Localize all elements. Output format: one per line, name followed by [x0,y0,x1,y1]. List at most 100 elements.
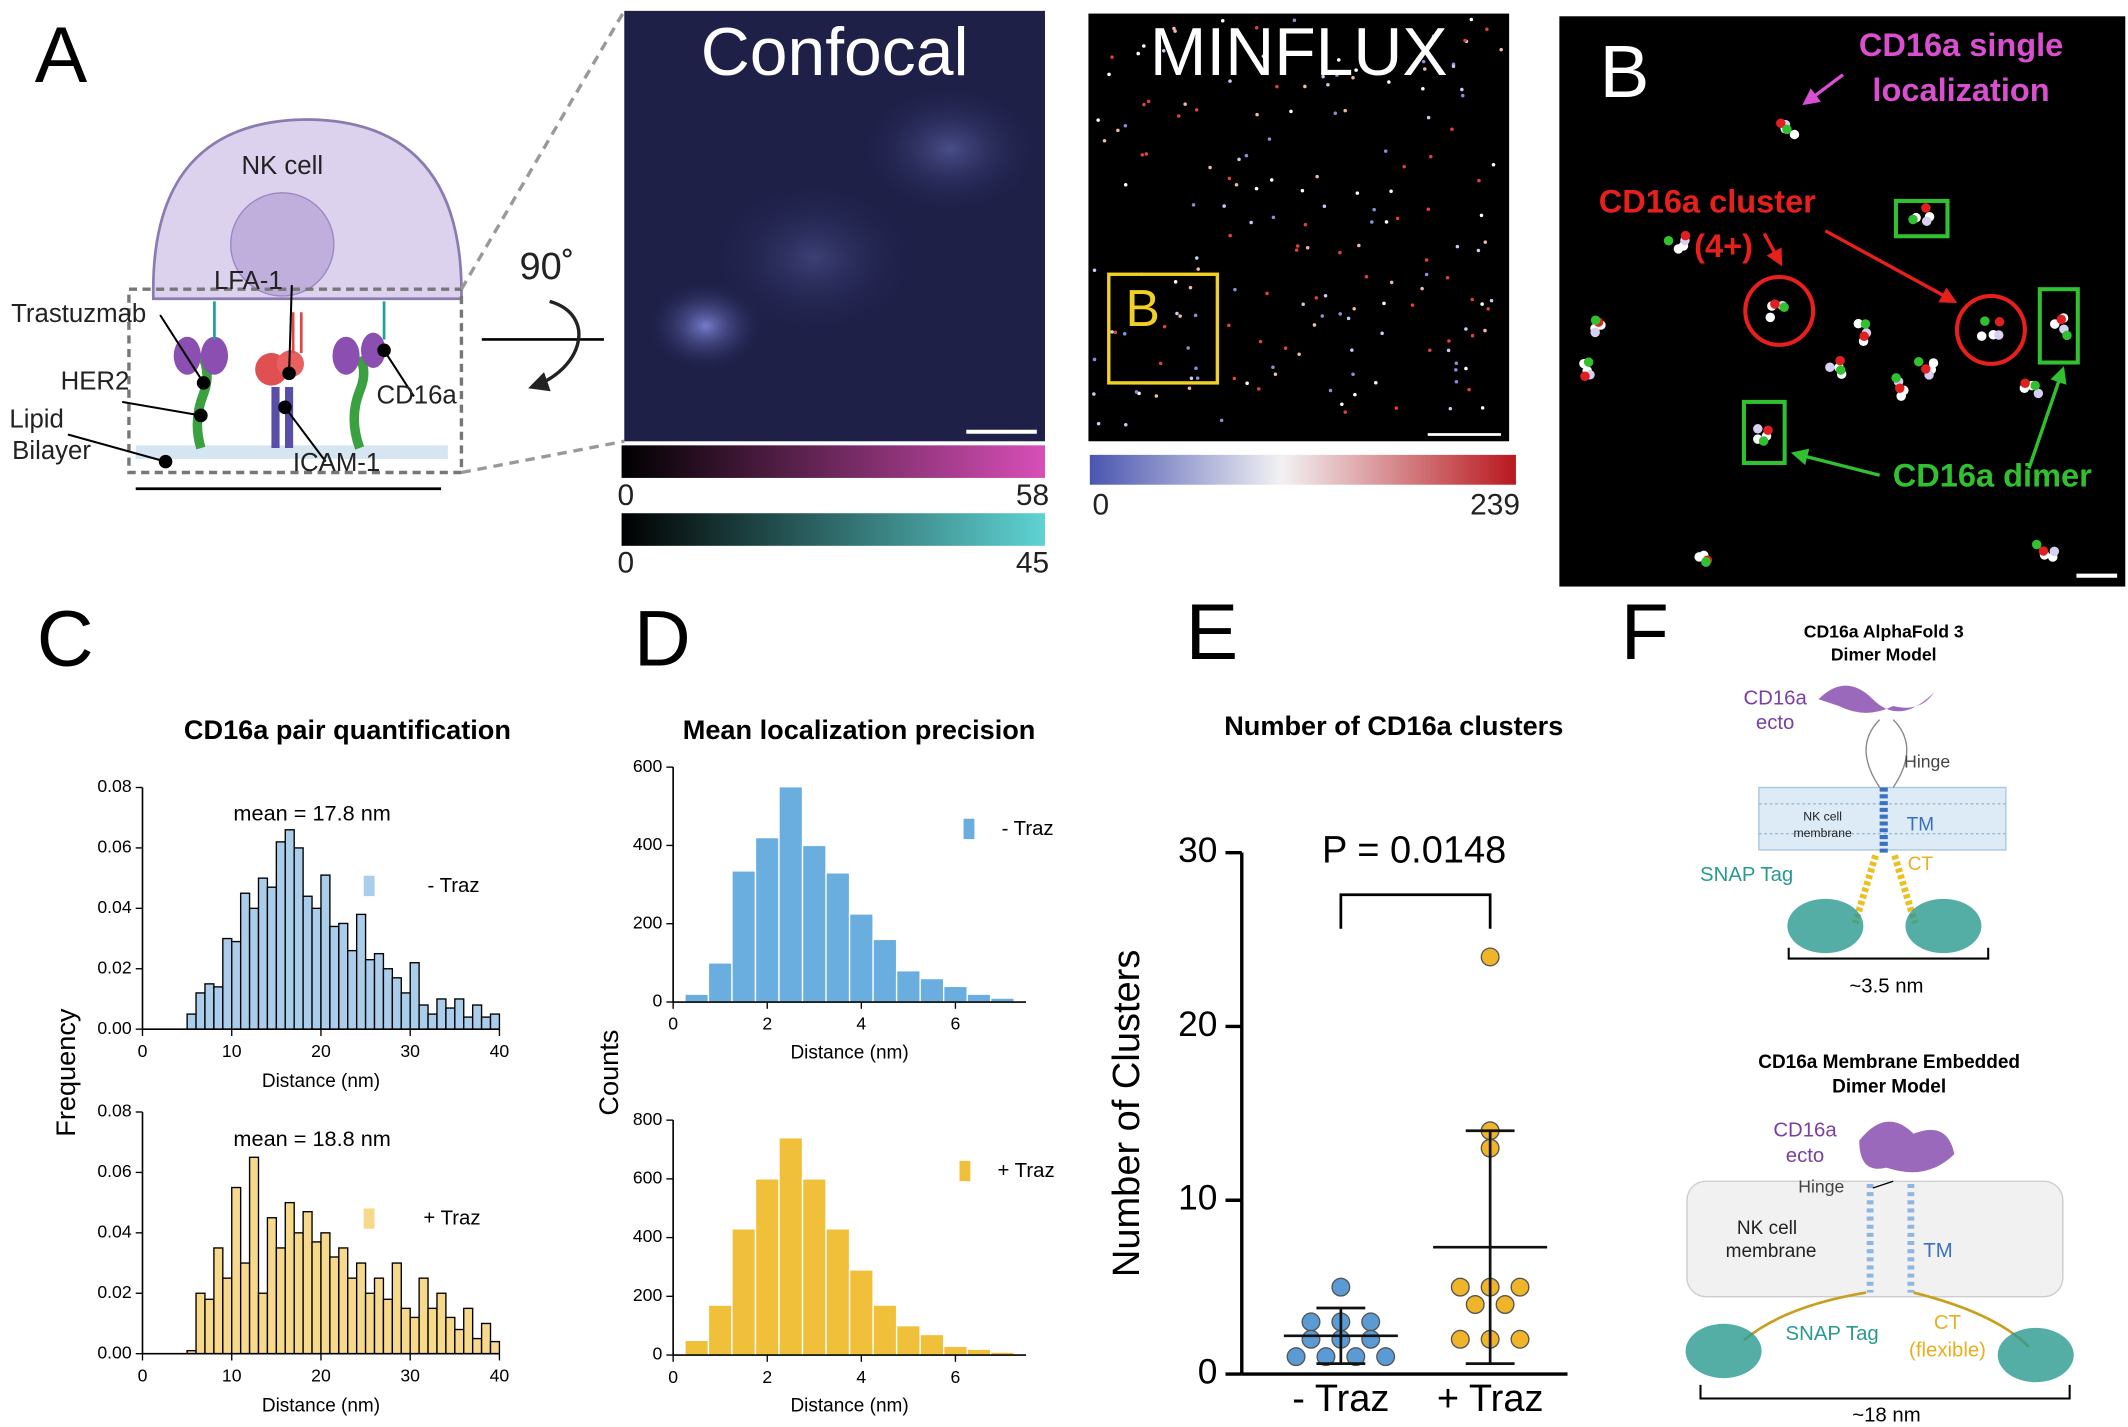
localization-dot [1499,47,1503,52]
data-point [1301,1312,1321,1332]
bar [213,986,224,1030]
bar [248,1156,260,1355]
localization-dot [1275,84,1279,89]
bar [418,1004,429,1030]
localization-dot [1323,293,1328,298]
localization-dot [1305,245,1310,250]
data-point [1361,1329,1381,1349]
bar [266,886,278,1030]
localization-dot [1343,410,1348,414]
y-tick-label: 0.02 [97,1282,131,1302]
bilayer-label: Bilayer [12,437,91,465]
y-tick-label: 0.00 [97,1342,131,1362]
bar [754,1178,780,1356]
localization-dot [1921,364,1931,374]
x-tick-label: 2 [762,1367,772,1387]
bar [204,1298,215,1355]
image-title: Confocal [701,15,969,90]
bar [463,1016,474,1030]
model-label: Hinge [1798,1177,1844,1197]
localization-dot [1228,79,1232,83]
bar [355,913,367,1030]
bar [409,1316,420,1355]
localization-dot [1337,58,1341,62]
localization-dot [1289,109,1293,114]
bar [942,985,968,1003]
y-tick-label: 0.08 [97,776,131,796]
panel-label: B [1600,29,1650,113]
bar [391,977,402,1030]
bar [195,1292,206,1355]
x-tick-label: 40 [490,1365,510,1385]
localization-dot [1134,390,1139,394]
bar [204,983,215,1030]
localization-dot [1370,220,1374,224]
annotation: mean = 17.8 nm [233,800,390,825]
localization-dot [1191,203,1196,207]
localization-dot [1464,366,1468,371]
localization-dot [1382,301,1386,306]
annotation: (4+) [1694,228,1753,264]
data-point [1495,1295,1515,1315]
bar [942,1345,968,1356]
y-tick-label: 600 [633,1168,663,1188]
localization-dot [1162,324,1167,329]
bar [454,998,465,1030]
y-tick-label: 400 [633,834,663,854]
protein-label: Trastuzmab [11,300,146,328]
bar [248,907,260,1030]
localization-dot [2030,380,2040,391]
localization-dot [1322,204,1327,209]
bar [302,1211,313,1355]
localization-dot [1859,331,1869,342]
bar [825,872,851,1003]
localization-dot [2033,388,2044,399]
bar [257,1292,269,1355]
localization-dot [1249,220,1253,225]
localization-dot [1110,330,1114,334]
bar [778,786,804,1003]
y-tick-label: 20 [1178,1005,1217,1044]
x-axis-label: Distance (nm) [262,1071,380,1092]
localization-dot [1420,286,1424,291]
protein-label: ICAM-1 [293,449,380,477]
colorbar-label: 0 [1093,488,1110,521]
y-tick-label: 0.06 [97,837,131,857]
localization-dot [2056,314,2067,325]
localization-dot [1387,80,1391,84]
localization-dot [1463,38,1467,43]
bar [848,1269,874,1356]
localization-dot [1410,303,1415,307]
protein-label: LFA-1 [214,267,283,295]
localization-dot [1158,361,1163,366]
localization-dot [1340,402,1344,407]
data-point [1316,1347,1336,1367]
model-label: Hinge [1904,752,1950,772]
colorbar-label: 45 [1016,547,1049,580]
x-tick-label: 4 [856,1014,866,1034]
y-tick-label: 0.04 [97,1221,131,1241]
localization-dot [1976,331,1987,341]
localization-dot [1476,248,1481,253]
localization-dot [1431,34,1436,39]
significance-bracket [1339,893,1492,929]
bar [400,992,411,1030]
localization-dot [1303,222,1308,227]
localization-dot [1245,381,1249,386]
localization-dot [1357,243,1361,248]
bar [382,1298,394,1355]
bar [231,940,242,1030]
localization-dot [1161,49,1166,53]
localization-dot [1448,406,1453,411]
localization-dot [1350,348,1354,352]
localization-dot [1186,346,1190,350]
x-tick-label: 30 [400,1041,420,1061]
localization-dot [1234,183,1239,187]
y-axis-label: Counts [593,1030,624,1116]
localization-dot [1265,291,1269,296]
data-point [1450,1329,1470,1349]
confocal-image [621,10,1045,546]
legend-label: - Traz [428,875,480,897]
x-tick-label: 10 [222,1365,242,1385]
model-label: NK cell [1803,810,1842,824]
